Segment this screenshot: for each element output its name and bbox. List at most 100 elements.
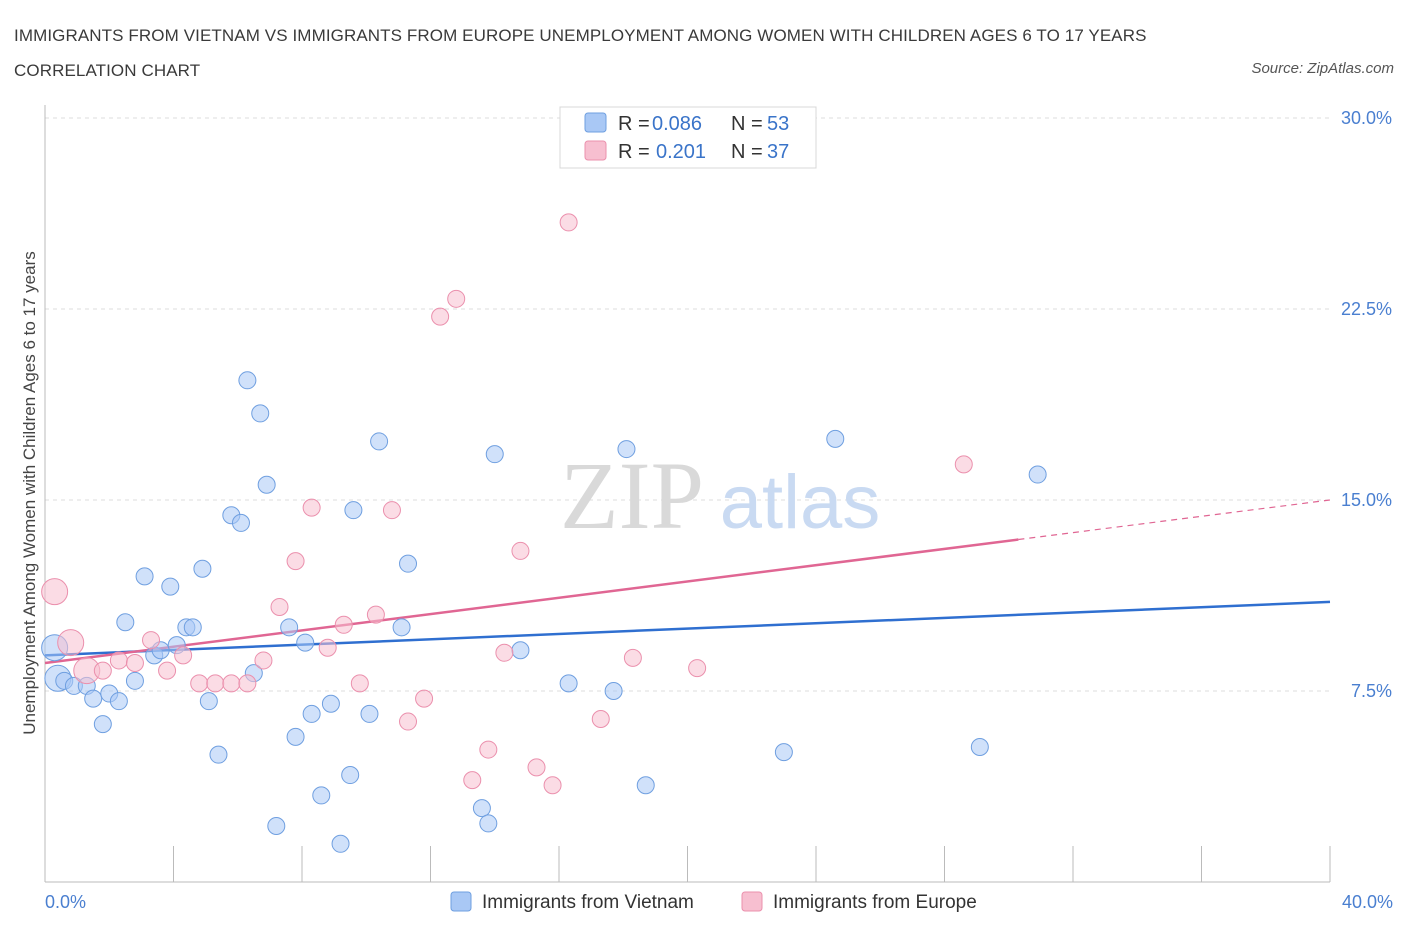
point-europe xyxy=(350,674,369,693)
point-europe xyxy=(688,659,707,678)
point-europe xyxy=(109,651,128,670)
point-vietnam xyxy=(360,704,379,723)
point-europe xyxy=(559,213,578,232)
point-vietnam xyxy=(604,682,623,700)
y-axis-label: Unemployment Among Women with Children A… xyxy=(20,251,39,735)
point-vietnam xyxy=(267,816,286,835)
point-vietnam xyxy=(774,743,793,762)
point-europe xyxy=(447,289,466,308)
point-vietnam xyxy=(341,766,360,785)
point-vietnam xyxy=(479,814,498,833)
y-tick-label: 7.5% xyxy=(1351,681,1392,701)
point-vietnam xyxy=(296,633,315,652)
legend-r-label-1: R = xyxy=(618,113,650,135)
legend-r-label-2: R = xyxy=(618,141,650,163)
point-vietnam xyxy=(199,692,218,711)
legend-n-label-1: N = xyxy=(731,113,763,135)
legend-swatch-vietnam xyxy=(584,112,607,133)
point-vietnam xyxy=(257,475,276,494)
point-europe xyxy=(57,629,85,657)
bottom-legend-swatch-europe xyxy=(741,891,763,912)
point-europe xyxy=(479,740,498,759)
point-europe xyxy=(463,771,482,790)
point-vietnam xyxy=(135,567,154,586)
point-vietnam xyxy=(392,618,411,637)
point-vietnam xyxy=(399,554,418,573)
point-vietnam xyxy=(116,613,135,632)
point-europe xyxy=(174,646,193,665)
legend-r-value-2: 0.201 xyxy=(656,141,706,163)
point-vietnam xyxy=(559,674,578,693)
point-europe xyxy=(222,674,241,693)
source-note: Source: ZipAtlas.com xyxy=(1251,60,1394,77)
trend-line-europe xyxy=(44,538,1019,665)
point-vietnam xyxy=(84,689,103,708)
point-vietnam xyxy=(370,432,389,451)
point-europe xyxy=(125,653,144,672)
legend-r-value-1: 0.086 xyxy=(652,113,702,135)
point-europe xyxy=(286,552,305,571)
axes xyxy=(44,105,1331,883)
point-europe xyxy=(623,648,642,667)
point-vietnam xyxy=(280,618,299,637)
point-europe xyxy=(366,605,385,624)
legend-n-value-2: 37 xyxy=(767,141,789,163)
point-vietnam xyxy=(209,745,228,764)
stats-legend: R = 0.086 N = 53 R = 0.201 N = 37 xyxy=(559,106,817,169)
point-europe xyxy=(238,674,257,693)
point-vietnam xyxy=(109,692,128,711)
point-europe xyxy=(527,758,546,777)
legend-n-label-2: N = xyxy=(731,141,763,163)
y-tick-label: 30.0% xyxy=(1341,108,1392,128)
point-europe xyxy=(399,712,418,731)
point-vietnam xyxy=(344,501,363,520)
point-europe xyxy=(190,674,209,693)
data-points xyxy=(41,213,1047,853)
point-vietnam xyxy=(485,445,504,464)
point-vietnam xyxy=(617,440,636,459)
point-europe xyxy=(431,307,450,326)
legend-swatch-europe xyxy=(584,140,607,161)
x-tick-label: 40.0% xyxy=(1342,892,1393,912)
point-europe xyxy=(318,638,337,657)
point-vietnam xyxy=(970,738,989,757)
point-vietnam xyxy=(472,799,491,818)
point-europe xyxy=(591,710,610,729)
point-europe xyxy=(270,597,289,616)
point-vietnam xyxy=(286,727,305,746)
point-europe xyxy=(206,674,225,693)
point-vietnam xyxy=(511,641,530,660)
point-vietnam xyxy=(125,671,144,690)
point-vietnam xyxy=(231,513,250,532)
tick-labels: 7.5% 15.0% 22.5% 30.0% 0.0% 40.0% xyxy=(45,108,1393,912)
bottom-legend-swatch-vietnam xyxy=(450,891,472,912)
point-europe xyxy=(543,776,562,795)
bottom-legend-europe: Immigrants from Europe xyxy=(773,892,977,913)
point-vietnam xyxy=(161,577,180,596)
watermark-atlas: atlas xyxy=(720,460,881,545)
point-vietnam xyxy=(93,715,112,734)
point-vietnam xyxy=(193,559,212,578)
point-europe xyxy=(495,643,514,662)
point-vietnam xyxy=(331,834,350,853)
y-tick-label: 22.5% xyxy=(1341,299,1392,319)
point-europe xyxy=(158,661,177,680)
point-europe xyxy=(142,631,161,650)
trend-line-vietnam xyxy=(44,600,1331,657)
point-vietnam xyxy=(312,786,331,805)
point-europe xyxy=(93,661,112,680)
point-europe xyxy=(415,689,434,708)
point-vietnam xyxy=(1028,465,1047,484)
watermark-zip: ZIP xyxy=(560,442,704,549)
chart-title: IMMIGRANTS FROM VIETNAM VS IMMIGRANTS FR… xyxy=(14,26,1147,80)
y-tick-label: 15.0% xyxy=(1341,490,1392,510)
point-vietnam xyxy=(238,371,257,390)
series-legend: Immigrants from Vietnam Immigrants from … xyxy=(450,891,977,913)
grid-lines xyxy=(45,117,1330,692)
x-tick-label: 0.0% xyxy=(45,892,86,912)
point-vietnam xyxy=(251,404,270,423)
point-europe xyxy=(511,541,530,560)
point-europe xyxy=(41,578,69,606)
point-europe xyxy=(302,498,321,517)
